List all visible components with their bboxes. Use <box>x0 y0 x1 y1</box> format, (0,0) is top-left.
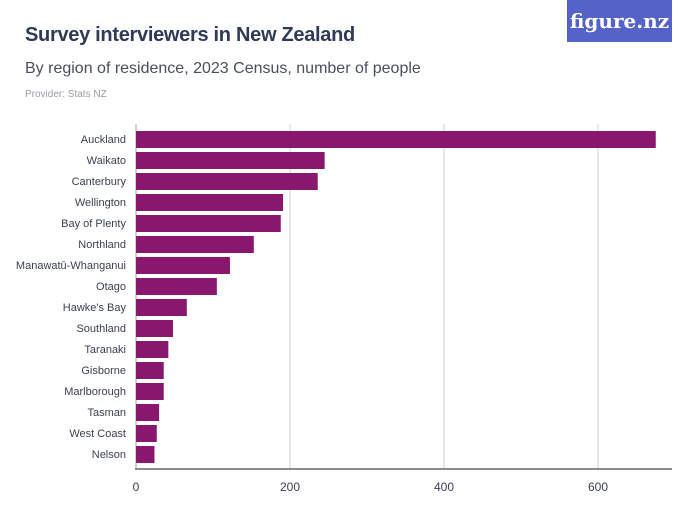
category-label: Southland <box>76 323 126 335</box>
category-label: Wellington <box>75 197 126 209</box>
category-label: Manawatū-Whanganui <box>16 260 126 272</box>
x-tick-label: 0 <box>133 480 140 494</box>
chart-subtitle: By region of residence, 2023 Census, num… <box>25 60 421 77</box>
category-label: Bay of Plenty <box>61 218 126 230</box>
bar <box>136 341 169 358</box>
chart-title: Survey interviewers in New Zealand <box>25 24 355 46</box>
bar <box>136 320 173 337</box>
category-label: Tasman <box>87 407 126 419</box>
category-label: Gisborne <box>81 365 126 377</box>
category-label: Taranaki <box>84 344 126 356</box>
figure-nz-logo[interactable]: figure.nz <box>567 0 672 42</box>
bar <box>136 236 254 253</box>
category-label: West Coast <box>69 428 126 440</box>
x-tick-label: 600 <box>588 480 608 494</box>
category-label: Hawke's Bay <box>63 302 127 314</box>
category-label: Auckland <box>81 134 126 146</box>
bar <box>136 131 656 148</box>
bar <box>136 383 164 400</box>
x-tick-label: 200 <box>280 480 300 494</box>
category-label: Nelson <box>92 449 126 461</box>
category-label: Canterbury <box>72 176 127 188</box>
bar <box>136 194 284 211</box>
bar <box>136 257 230 274</box>
x-tick-label: 400 <box>434 480 454 494</box>
bar <box>136 173 318 190</box>
bar <box>136 425 157 442</box>
provider-text: Provider: Stats NZ <box>25 89 107 100</box>
bar <box>136 446 155 463</box>
bar <box>136 278 217 295</box>
category-label: Otago <box>96 281 126 293</box>
category-label: Waikato <box>87 155 126 167</box>
category-label: Marlborough <box>64 386 126 398</box>
bar <box>136 299 187 316</box>
bar <box>136 152 325 169</box>
category-label: Northland <box>78 239 126 251</box>
bar <box>136 215 281 232</box>
bar <box>136 404 160 421</box>
bar <box>136 362 164 379</box>
